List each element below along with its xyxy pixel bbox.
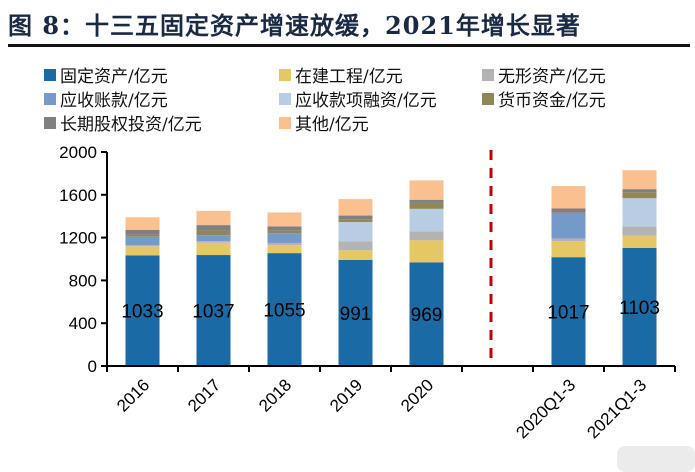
bar-segment: [338, 215, 373, 220]
bar-segment: [196, 235, 231, 242]
bar-segment: [551, 208, 586, 213]
bar-segment: [125, 255, 160, 366]
legend-swatch: [44, 68, 56, 81]
data-label: 1055: [263, 301, 305, 322]
x-tick-label: 2017: [184, 375, 224, 415]
legend-item: 固定资产/亿元: [44, 62, 168, 87]
x-tick-label: 2021Q1-3: [583, 375, 650, 442]
legend-item: 无形资产/亿元: [482, 62, 606, 87]
data-labels-group: 1033 1037 1055 991 969 1017 1103: [121, 298, 660, 326]
bar-segment: [125, 245, 160, 247]
legend-swatch: [44, 92, 56, 105]
legend-label: 其他/亿元: [295, 115, 369, 135]
y-tick-label: 2000: [59, 143, 97, 162]
legend-swatch: [482, 68, 494, 81]
bar-segment: [409, 180, 444, 200]
bar-segment: [622, 189, 657, 193]
bar-segment: [125, 236, 160, 246]
x-tick-label: 2020: [397, 375, 437, 415]
bar-segment: [338, 199, 373, 216]
bars-group: [125, 170, 657, 366]
legend-label: 在建工程/亿元: [295, 67, 403, 87]
bar-segment: [196, 242, 231, 256]
bar-segment: [622, 198, 657, 227]
chart-title: 图 8：十三五固定资产增速放缓，2021年增长显著: [8, 11, 581, 40]
bar-segment: [125, 246, 160, 256]
legend-label: 固定资产/亿元: [60, 67, 168, 87]
bar-segment: [196, 255, 231, 366]
bar-segment: [622, 192, 657, 199]
legend-label: 货币资金/亿元: [498, 91, 606, 111]
bar-segment: [267, 245, 302, 254]
legend-item: 货币资金/亿元: [482, 86, 606, 111]
bar-segment: [338, 250, 373, 260]
bar-segment: [267, 230, 302, 234]
bar-segment: [267, 233, 302, 243]
bar-segment: [551, 213, 586, 239]
bar-segment: [409, 208, 444, 232]
bar-segment: [551, 241, 586, 258]
legend-item: 其他/亿元: [279, 110, 369, 135]
bar-segment: [338, 219, 373, 222]
legend-label: 应收账款/亿元: [60, 91, 168, 111]
bar-segment: [409, 262, 444, 366]
legend-item: 应收账款/亿元: [44, 86, 168, 111]
legend-swatch: [279, 116, 291, 129]
bar-segment: [409, 202, 444, 209]
bar-segment: [267, 212, 302, 227]
data-label: 1037: [192, 302, 234, 323]
y-tick-label: 1600: [59, 186, 97, 205]
data-label: 1103: [619, 298, 660, 319]
legend-item: 长期股权投资/亿元: [44, 110, 202, 135]
data-label: 1017: [547, 303, 589, 324]
bar-segment: [551, 186, 586, 209]
y-tick-label: 1200: [59, 229, 97, 248]
watermark: [617, 446, 695, 472]
x-tick-label: 2019: [326, 375, 366, 415]
bar-segment: [267, 226, 302, 231]
bar-segment: [267, 253, 302, 366]
bar-segment: [196, 230, 231, 236]
data-label: 1033: [121, 302, 163, 323]
legend-swatch: [482, 92, 494, 105]
legend-label: 无形资产/亿元: [498, 67, 606, 87]
legend-item: 在建工程/亿元: [279, 62, 403, 87]
bar-segment: [125, 217, 160, 230]
data-label: 991: [340, 304, 372, 325]
bar-segment: [409, 231, 444, 241]
bar-segment: [409, 240, 444, 263]
bar-segment: [196, 225, 231, 231]
legend-swatch: [279, 92, 291, 105]
bar-segment: [267, 242, 302, 246]
legend-label: 应收款项融资/亿元: [295, 91, 437, 111]
bar-segment: [338, 221, 373, 242]
data-label: 969: [411, 305, 443, 326]
y-tick-label: 800: [69, 271, 97, 290]
bar-segment: [622, 235, 657, 248]
x-tick-label: 2020Q1-3: [512, 375, 579, 442]
bar-segment: [338, 241, 373, 251]
bar-segment: [409, 199, 444, 203]
bar-segment: [622, 247, 657, 366]
bar-segment: [338, 259, 373, 366]
y-tick-label: 400: [69, 314, 97, 333]
legend-label: 长期股权投资/亿元: [60, 115, 202, 135]
bar-segment: [196, 210, 231, 226]
bar-segment: [551, 212, 586, 214]
legend-item: 应收款项融资/亿元: [279, 86, 437, 111]
bar-segment: [196, 241, 231, 243]
x-tick-label: 2016: [113, 375, 153, 415]
bar-segment: [551, 257, 586, 366]
y-tick-label: 0: [88, 357, 97, 376]
bar-segment: [622, 170, 657, 190]
legend-swatch: [44, 116, 56, 129]
title-rule: [8, 44, 690, 47]
bar-segment: [551, 238, 586, 242]
legend-swatch: [279, 68, 291, 81]
bar-segment: [125, 234, 160, 237]
x-tick-label: 2018: [255, 375, 295, 415]
bar-segment: [622, 226, 657, 236]
bar-segment: [125, 229, 160, 235]
